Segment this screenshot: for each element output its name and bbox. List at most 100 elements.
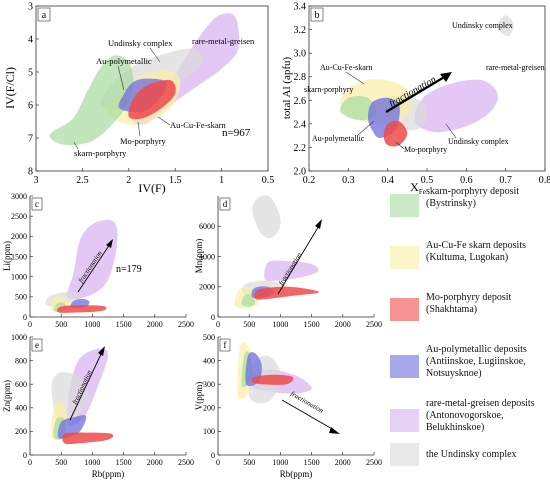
legend-text: Notsuysknoe)	[426, 368, 482, 379]
panel-c-label: c	[35, 199, 39, 209]
legend-swatch-skarn	[390, 194, 419, 217]
ytick-label: 2.0	[294, 167, 307, 178]
a-label-undinsky: Undinsky complex	[108, 38, 173, 48]
field-a-mo	[128, 79, 176, 120]
legend-text: Mo-porphyry deposit	[426, 292, 512, 303]
xtick-label: 3	[34, 175, 39, 186]
field-d-undinsky	[252, 195, 281, 239]
ytick-label: 1500	[11, 252, 27, 261]
ytick-label: 300	[203, 380, 215, 389]
field-e-aupoly	[57, 415, 87, 439]
xtick-label: 2000	[147, 458, 163, 467]
panel-b-label: b	[315, 10, 320, 21]
b-label-mo: Mo-porphyry	[404, 145, 447, 154]
xtick-label: 0.5	[262, 175, 275, 186]
ytick-label: 2000	[11, 232, 27, 241]
ytick-label: 400	[15, 404, 27, 413]
xtick-label: 0.3	[342, 175, 355, 186]
legend-text: (Kultuma, Lugokan)	[426, 252, 509, 263]
b-label-aucufe: Au-Cu-Fe-skarn	[320, 63, 372, 72]
xtick-label: 1000	[272, 458, 288, 467]
ytick-label: 2.6	[294, 96, 307, 107]
a-label-mo: Mo-porphyry	[120, 136, 167, 146]
legend-text: rare-metal-greisen deposits	[426, 398, 535, 409]
field-b-undinsky	[497, 15, 514, 37]
xtick-label: 2500	[366, 320, 382, 329]
panel-f-label: f	[224, 340, 227, 350]
ytick-label: 500	[203, 333, 215, 342]
ytick-label: 0	[211, 451, 215, 460]
ytick-label: 8	[28, 167, 33, 178]
xtick-label: 2000	[335, 458, 351, 467]
field-f-mo	[251, 374, 294, 385]
xtick-label: 2.5	[76, 175, 89, 186]
xtick-label: 1	[219, 175, 224, 186]
panel-c-ylabel: Li(ppm)	[2, 241, 12, 271]
ytick-label: 3.2	[294, 25, 307, 36]
e-arrowhead-icon	[98, 346, 105, 356]
field-b-skarn	[340, 96, 377, 121]
xtick-label: 1500	[116, 458, 132, 467]
xtick-label: 2500	[366, 458, 382, 467]
ytick-label: 0	[23, 451, 27, 460]
panel-a-label: a	[42, 10, 47, 21]
field-a-skarn	[49, 55, 134, 146]
legend-text: (Antonovogorskoe,	[426, 410, 504, 421]
c-label-n: n=179	[116, 264, 142, 275]
xtick-label: 2000	[147, 320, 163, 329]
xtick-label: 0	[216, 458, 220, 467]
ytick-label: 2500	[11, 212, 27, 221]
legend-text: Au-polymetallic deposits	[426, 344, 527, 355]
c-fractionation-arrow	[77, 243, 111, 293]
panel-f-xlabel: Rb(ppm)	[280, 469, 313, 479]
legend-text: (Shakhtama)	[426, 304, 478, 315]
legend-swatch-aupoly	[390, 355, 419, 378]
panel-b-ylabel: total Al (apfu)	[281, 57, 293, 120]
legend-text: Au-Cu-Fe skarn deposits	[426, 240, 526, 251]
field-b-greisen	[414, 79, 499, 133]
xtick-label: 2	[126, 175, 131, 186]
ytick-label: 6	[28, 101, 33, 112]
ytick-label: 1000	[11, 272, 27, 281]
e-fractionation-arrow	[69, 351, 103, 421]
field-c-mo	[56, 305, 107, 313]
panel-f-ylabel: V(ppm)	[194, 382, 204, 411]
ytick-label: 200	[203, 404, 215, 413]
legend-text: the Undinsky complex	[426, 449, 517, 460]
ytick-label: 400	[203, 356, 215, 365]
ytick-label: 200	[15, 427, 27, 436]
ytick-label: 0	[211, 313, 215, 322]
ytick-label: 1000	[11, 333, 27, 342]
b-arrowhead-icon	[440, 72, 452, 82]
b-label-undinsky: Undinsky complex	[448, 137, 509, 146]
legend-text: (Bystrinsky)	[426, 198, 476, 209]
xtick-label: 1.5	[169, 175, 182, 186]
xtick-label: 0	[28, 320, 32, 329]
xtick-label: 500	[55, 320, 67, 329]
xtick-label: 1500	[116, 320, 132, 329]
field-c-greisen	[67, 219, 118, 300]
ytick-label: 0	[23, 313, 27, 322]
ytick-label: 3.4	[294, 2, 307, 13]
ytick-label: 6000	[199, 222, 215, 231]
xtick-label: 0.7	[499, 175, 512, 186]
panel-d-ylabel: Mn(ppm)	[194, 239, 204, 274]
xtick-label: 2500	[178, 458, 194, 467]
b-label-skarn: skarn-porphyry	[304, 85, 353, 94]
d-fractionation-arrow	[277, 223, 321, 295]
xtick-label: 2500	[178, 320, 194, 329]
legend-text: Belukhinskoe)	[426, 422, 485, 433]
panel-a-frame	[35, 5, 269, 172]
xtick-label: 1500	[304, 320, 320, 329]
ytick-label: 800	[15, 356, 27, 365]
legend-text: skarn-porphyry deposit	[426, 186, 520, 197]
b-fractionation-arrow	[385, 75, 447, 113]
ytick-label: 3	[28, 2, 33, 13]
ytick-label: 3.0	[294, 49, 307, 60]
b-label-undinsky-top: Undinsky complex	[452, 21, 513, 30]
b-label-greisen: rare-metal-greisen	[486, 63, 545, 72]
a-label-aucufe: Au-Cu-Fe-skarn	[170, 120, 226, 130]
xtick-label: 500	[55, 458, 67, 467]
f-arrow-label: fractionation	[289, 390, 325, 415]
ytick-label: 100	[203, 427, 215, 436]
